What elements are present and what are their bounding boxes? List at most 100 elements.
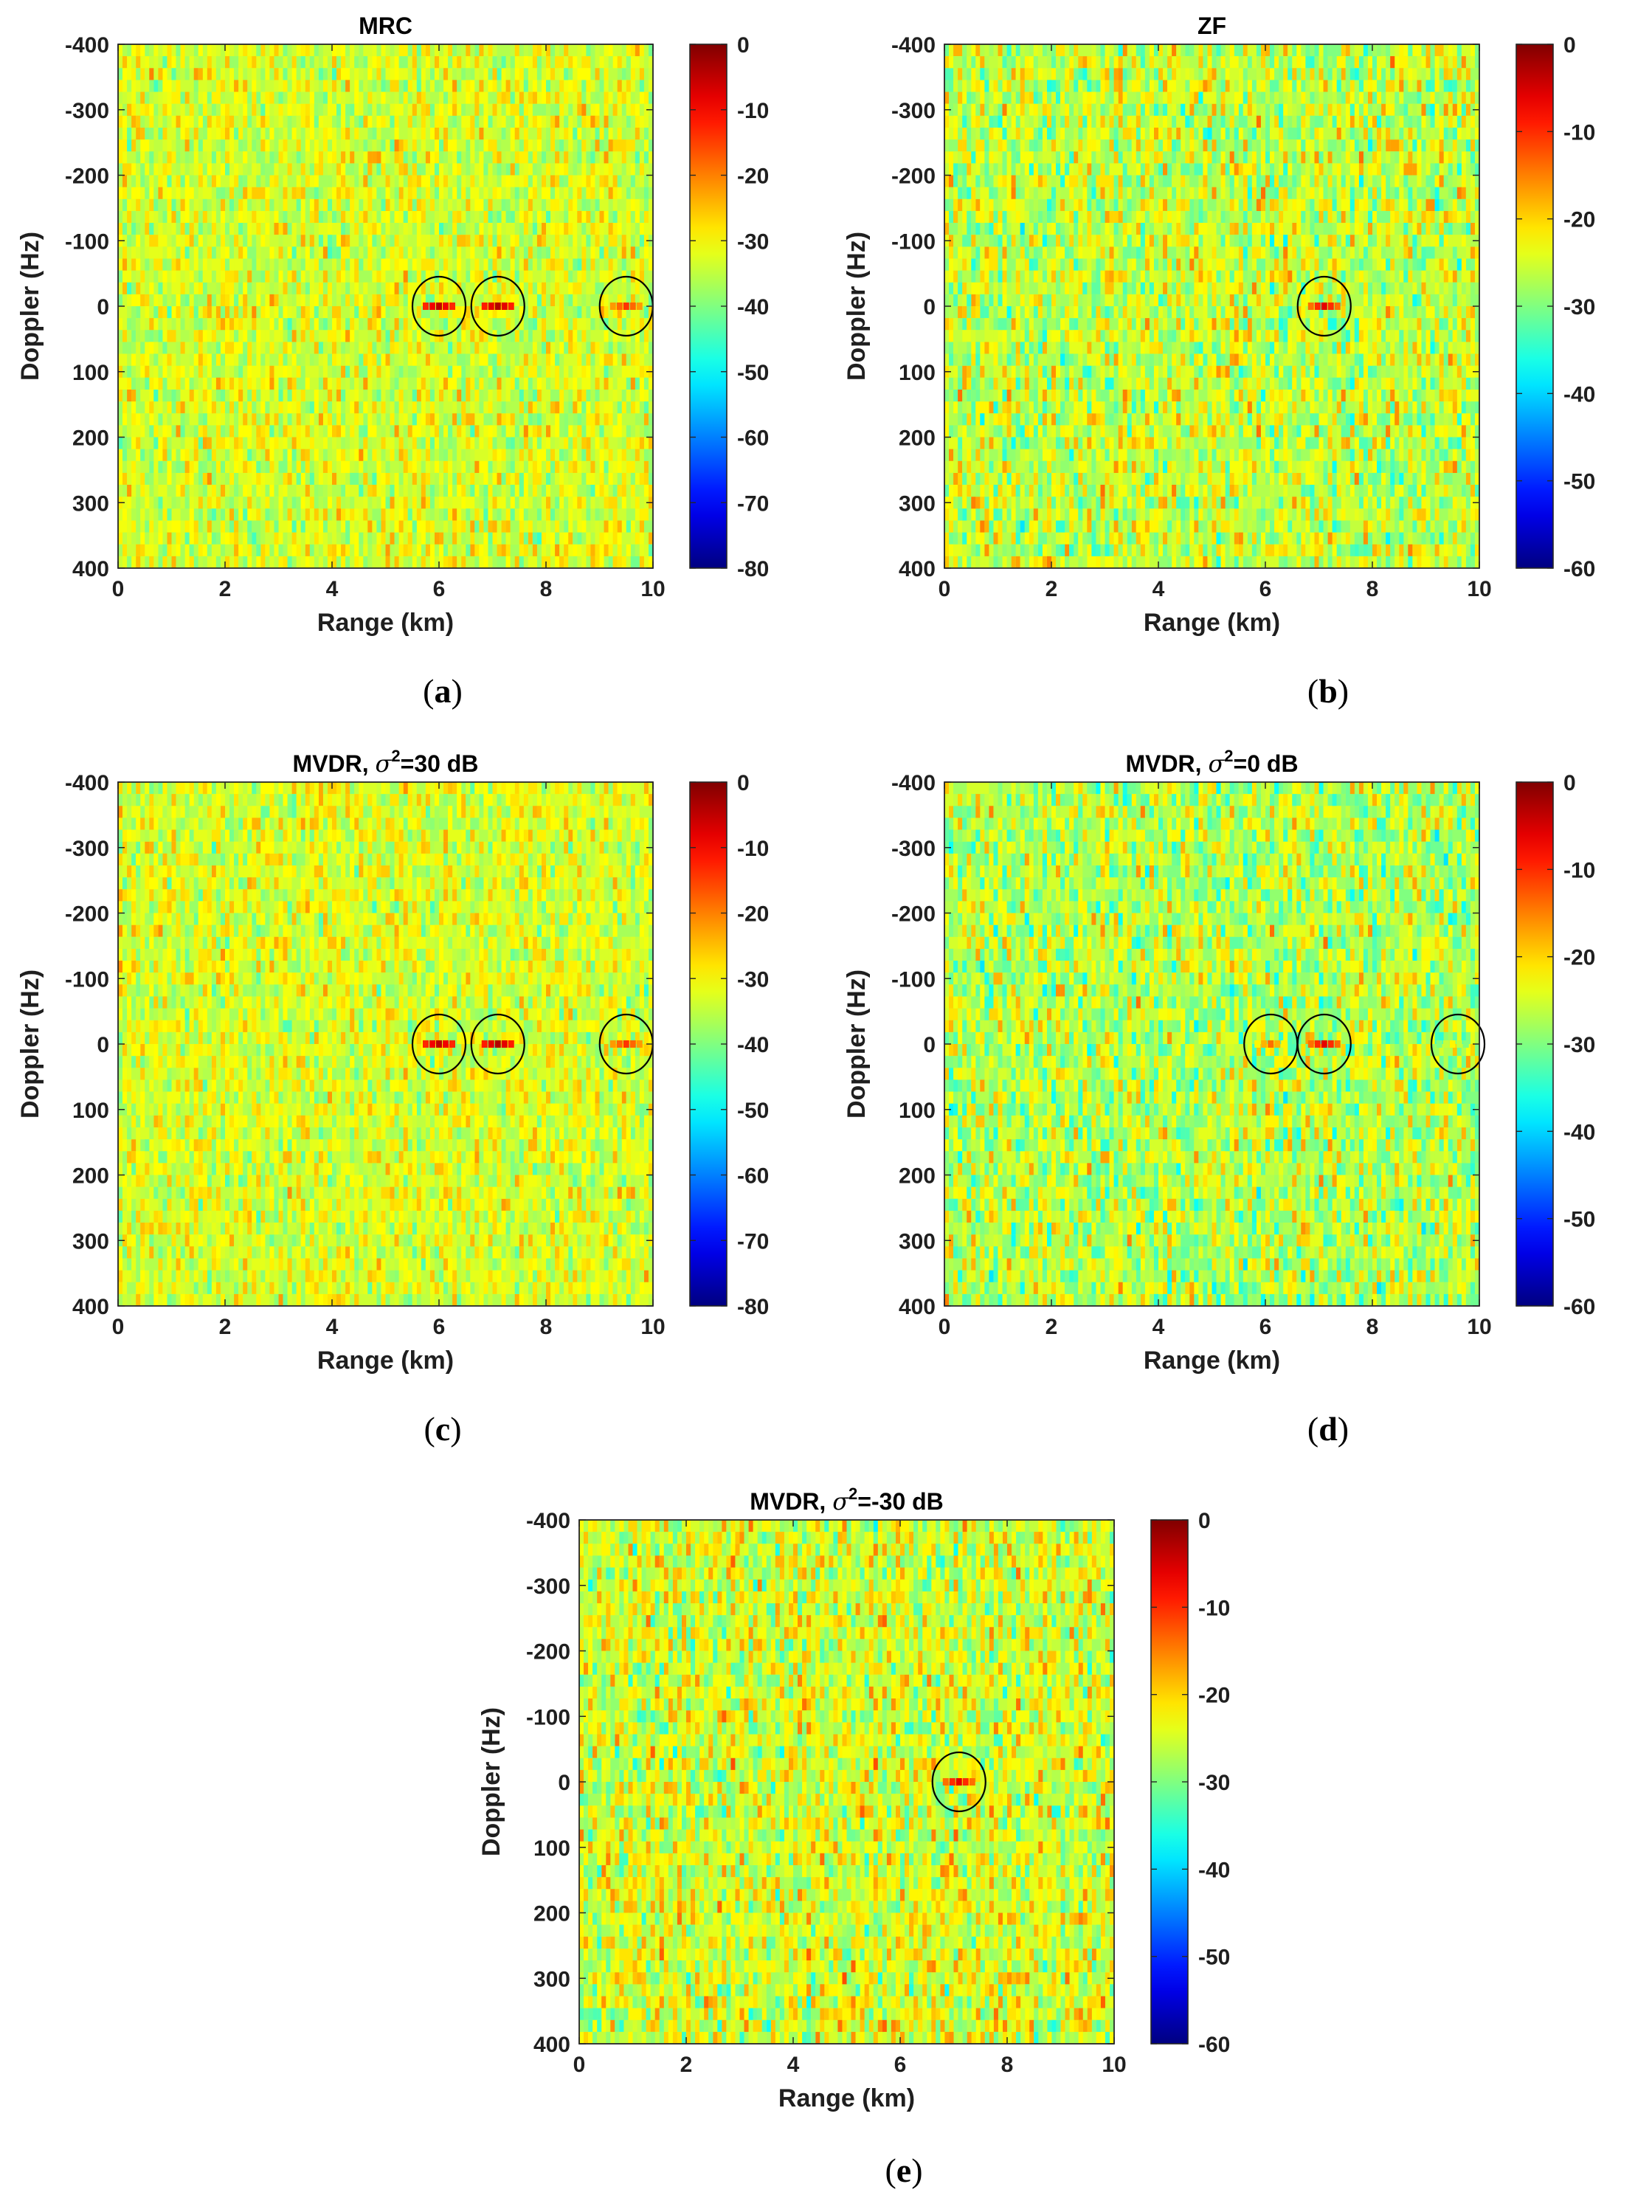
heatmap-noise: [1390, 56, 1395, 69]
subplot-a: 0 2 4 6 8 10 -400 -300 -200 -100 0 100 200 300 400 Rang…: [0, 0, 826, 736]
y-tick-label: 0: [97, 1033, 109, 1057]
colorbar-tick-label: -50: [1563, 1208, 1595, 1232]
colorbar-tick-label: -60: [1198, 2033, 1230, 2057]
subplot-d: 0 2 4 6 8 10 -400 -300 -200 -100 0 100 200 300 400 Rang…: [826, 738, 1652, 1474]
colorbar: [1516, 44, 1554, 569]
y-tick-label: -400: [891, 771, 936, 795]
x-tick-label: 2: [219, 577, 232, 601]
heatmap-noise: [122, 80, 626, 556]
target-mark: [609, 1040, 643, 1048]
x-tick-label: 2: [219, 1315, 232, 1339]
target-mark: [481, 1040, 514, 1048]
y-tick-label: 200: [72, 426, 109, 451]
x-tick-label: 2: [1046, 577, 1058, 601]
y-tick-label: 100: [72, 1099, 109, 1123]
y-axis-label: Doppler (Hz): [16, 232, 44, 381]
y-tick-label: 200: [533, 1902, 570, 1926]
target-mark: [481, 303, 514, 310]
heatmap-b: 0 2 4 6 8 10-400-300-200-1000100200300400Rang…: [843, 13, 1595, 637]
target-mark: [609, 303, 643, 310]
target-mark: [1307, 303, 1341, 310]
heatmap-noise: [579, 1520, 1114, 2044]
x-tick-label: 0: [112, 577, 125, 601]
x-axis-label: Range (km): [317, 1347, 454, 1375]
target-circle: [931, 1751, 986, 1813]
colorbar-tick-label: -20: [737, 902, 769, 927]
x-tick-label: 10: [1467, 1315, 1491, 1339]
colorbar: [1516, 781, 1554, 1307]
heatmap-a: 0 2 4 6 8 10-400-300-200-1000100200300400Rang…: [16, 13, 769, 637]
heatmap-noise: [588, 1520, 1110, 2044]
y-tick-label: 200: [899, 1164, 936, 1189]
colorbar-tick-label: -10: [1563, 858, 1595, 882]
x-tick-label: 6: [894, 2053, 907, 2077]
y-tick-label: 300: [899, 1229, 936, 1254]
subplot-c: 0 2 4 6 8 10 -400 -300 -200 -100 0 100 200 300 400 Rang…: [0, 738, 826, 1474]
x-tick-label: 4: [1152, 577, 1165, 601]
target-circle: [1296, 1013, 1352, 1075]
y-axis-label: Doppler (Hz): [16, 970, 44, 1119]
colorbar-tick-label: -50: [737, 1099, 769, 1123]
colorbar-tick-label: -60: [737, 1164, 769, 1189]
x-tick-label: 4: [326, 1315, 339, 1339]
heatmap-noise: [118, 44, 653, 568]
heatmap-noise: [944, 782, 1479, 1306]
x-tick-label: 6: [1259, 577, 1272, 601]
subplot-b: 0 2 4 6 8 10 -400 -300 -200 -100 0 100 200 300 400 Rang…: [826, 0, 1652, 736]
colorbar-tick-label: -60: [1563, 557, 1595, 581]
heatmap-e: 0 2 4 6 8 10-400-300-200-1000100200300400Rang…: [477, 1485, 1230, 2112]
colorbar: [689, 44, 727, 569]
colorbar-tick-label: -30: [1563, 1033, 1595, 1057]
y-axis-label: Doppler (Hz): [843, 970, 871, 1119]
heatmap-noise: [122, 44, 653, 568]
x-tick-label: 10: [640, 1315, 665, 1339]
colorbar-tick-label: -70: [737, 1229, 769, 1254]
target-mark: [423, 1040, 455, 1048]
colorbar-tick-label: -70: [737, 491, 769, 516]
colorbar-tick-label: 0: [1563, 771, 1576, 795]
colorbar-tick-label: -40: [1563, 1120, 1595, 1144]
y-tick-label: 400: [72, 557, 109, 581]
heatmap-noise: [953, 782, 1479, 1306]
y-tick-label: -200: [65, 902, 109, 927]
heatmap-noise: [118, 782, 653, 1306]
heatmap-noise: [944, 44, 1479, 568]
x-tick-label: 8: [1366, 1315, 1379, 1339]
x-tick-label: 6: [433, 1315, 446, 1339]
colorbar-tick-label: 0: [737, 771, 750, 795]
heatmap-noise: [944, 44, 1479, 568]
x-tick-label: 8: [1001, 2053, 1014, 2077]
y-tick-label: 100: [533, 1836, 570, 1861]
x-tick-label: 6: [1259, 1315, 1272, 1339]
subplot-e: 0 2 4 6 8 10 -400 -300 -200 -100 0 100 200 300 400 Rang…: [461, 1476, 1287, 2212]
y-tick-label: 400: [899, 1295, 936, 1319]
colorbar-tick-label: -10: [1563, 120, 1595, 145]
y-tick-label: -300: [891, 99, 936, 123]
heatmap-field: [944, 782, 1479, 1306]
y-tick-label: -400: [65, 771, 109, 795]
colorbar-tick-label: -50: [1198, 1946, 1230, 1970]
colorbar-tick-label: -10: [737, 837, 769, 861]
colorbar: [1150, 1519, 1189, 2045]
heatmap-noise: [127, 782, 653, 1306]
x-axis-label: Range (km): [317, 609, 454, 637]
y-tick-label: -200: [526, 1640, 570, 1665]
y-axis-label: Doppler (Hz): [477, 1707, 505, 1856]
target-mark: [423, 303, 455, 310]
colorbar-tick-label: -80: [737, 1295, 769, 1319]
heatmap-field: [118, 44, 653, 568]
y-tick-label: 100: [72, 361, 109, 385]
x-tick-label: 0: [573, 2053, 586, 2077]
y-tick-label: -100: [891, 967, 936, 992]
y-tick-label: 400: [899, 557, 936, 581]
x-tick-label: 2: [1046, 1315, 1058, 1339]
colorbar-tick-label: -60: [1563, 1295, 1595, 1319]
y-tick-label: -300: [526, 1575, 570, 1599]
heatmap-noise: [118, 782, 649, 1306]
target-circle: [411, 1013, 467, 1075]
target-circle: [411, 275, 467, 337]
panel-caption: (b): [1307, 672, 1349, 710]
panel-caption: (c): [424, 1410, 462, 1448]
x-tick-label: 10: [1102, 2053, 1126, 2077]
heatmap-noise: [579, 1520, 1114, 2044]
